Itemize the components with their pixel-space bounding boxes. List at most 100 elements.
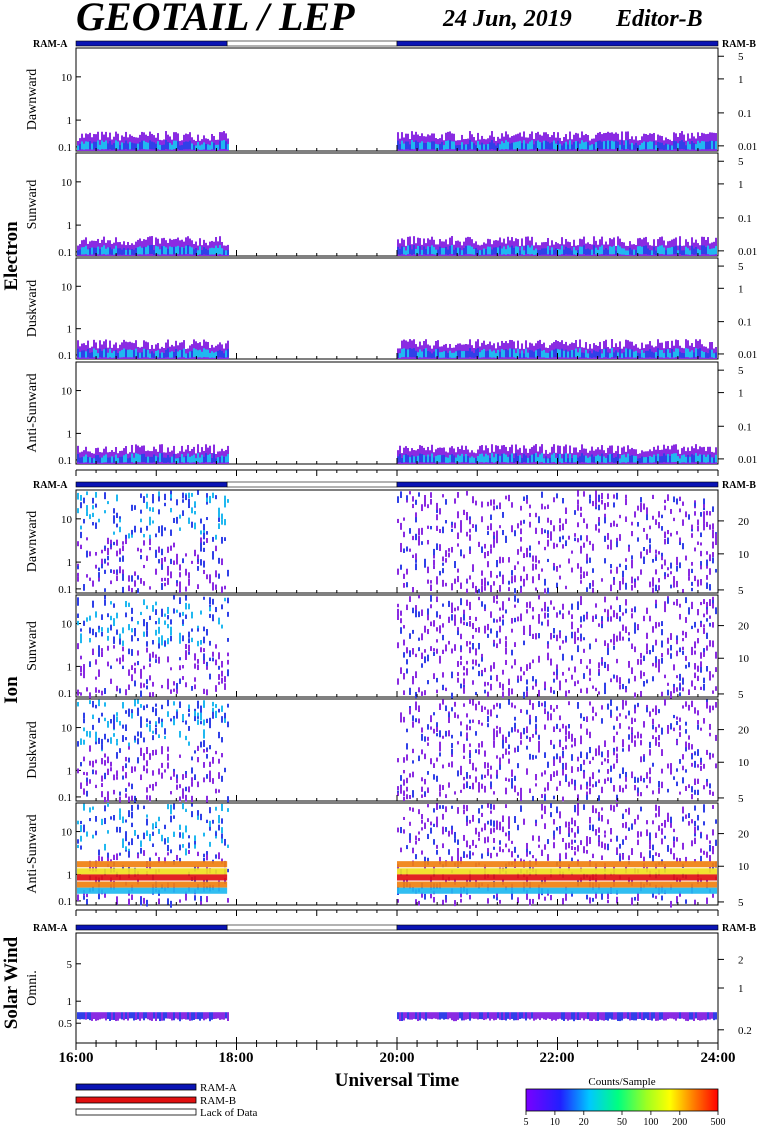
electron-spectrum-core xyxy=(181,454,183,463)
electron-spectrum-core xyxy=(473,352,475,358)
ion-spectrum-pixel xyxy=(101,856,103,862)
ion-spectrum-pixel xyxy=(128,575,130,582)
electron-spectrum-core xyxy=(565,453,567,463)
ion-spectrum-pixel xyxy=(637,505,639,511)
ion-spectrum-pixel xyxy=(559,715,561,721)
ion-spectrum-pixel xyxy=(697,541,699,545)
ion-spectrum-pixel xyxy=(406,794,408,800)
ion-spectrum-pixel xyxy=(137,637,139,642)
ion-spectrum-pixel xyxy=(481,722,483,726)
ion-spectrum-pixel xyxy=(574,785,576,791)
ion-spectrum-pixel xyxy=(122,573,124,581)
ion-spectrum-pixel xyxy=(634,646,636,653)
electron-spectrum-core xyxy=(87,249,89,255)
ion-spectrum-pixel xyxy=(83,497,85,504)
ion-spectrum-pixel xyxy=(460,721,462,726)
electron-spectrum-core xyxy=(713,353,715,358)
electron-spectrum-core xyxy=(487,455,489,463)
ion-spectrum-pixel xyxy=(427,736,429,741)
ion-spectrum-pixel xyxy=(562,671,564,676)
ion-spectrum-pixel xyxy=(649,749,651,756)
ion-spectrum-pixel xyxy=(427,629,429,635)
ion-spectrum-pixel xyxy=(445,558,447,563)
ion-spectrum-pixel xyxy=(137,738,139,745)
ion-spectrum-pixel xyxy=(610,522,612,528)
ion-spectrum-pixel xyxy=(613,735,615,743)
electron-spectrum-core xyxy=(655,145,657,150)
electron-spectrum-core xyxy=(121,456,123,463)
ion-spectrum-pixel xyxy=(203,777,205,783)
ion-spectrum-pixel xyxy=(532,633,534,639)
electron-spectrum-core xyxy=(709,249,711,255)
ion-spectrum-pixel xyxy=(673,686,675,694)
ion-spectrum-pixel xyxy=(514,604,516,608)
ion-spectrum-pixel xyxy=(439,614,441,619)
ion-spectrum-pixel xyxy=(397,642,399,649)
status-bar-gap-electron xyxy=(226,40,398,47)
ion-spectrum-pixel xyxy=(466,668,468,675)
ion-spectrum-pixel xyxy=(502,604,504,611)
ion-spectrum-pixel xyxy=(640,740,642,746)
electron-spectrum-core xyxy=(637,352,639,358)
ion-spectrum-pixel xyxy=(478,785,480,793)
electron-spectrum-core xyxy=(499,144,501,150)
ion-spectrum-pixel xyxy=(655,726,657,733)
electron-spectrum-core xyxy=(101,457,103,463)
ion-spectrum-pixel xyxy=(469,516,471,523)
ion-spectrum-pixel xyxy=(170,635,172,642)
ion-spectrum-pixel xyxy=(667,494,669,501)
ion-spectrum-pixel xyxy=(478,541,480,547)
ion-spectrum-pixel xyxy=(562,723,564,729)
ion-spectrum-pixel xyxy=(487,682,489,686)
ion-spectrum-pixel xyxy=(469,534,471,541)
electron-spectrum-core xyxy=(423,142,425,150)
ion-spectrum-pixel xyxy=(631,717,633,725)
ion-spectrum-pixel xyxy=(577,505,579,511)
electron-spectrum-core xyxy=(635,142,637,150)
ion-spectrum-pixel xyxy=(436,611,438,618)
ion-spectrum-pixel xyxy=(149,795,151,802)
electron-spectrum-core xyxy=(457,247,459,255)
ion-spectrum-pixel xyxy=(508,678,510,686)
ion-spectrum-pixel xyxy=(92,580,94,587)
ion-spectrum-pixel xyxy=(191,628,193,632)
ion-spectrum-pixel xyxy=(104,595,106,600)
ion-spectrum-pixel xyxy=(538,614,540,621)
electron-spectrum-core xyxy=(93,141,95,150)
ion-spectrum-pixel xyxy=(709,554,711,562)
electron-spectrum-core xyxy=(683,250,685,255)
ion-spectrum-pixel xyxy=(685,701,687,707)
ion-spectrum-pixel xyxy=(496,619,498,623)
ion-spectrum-pixel xyxy=(212,536,214,542)
ion-spectrum-pixel xyxy=(170,545,172,551)
ion-spectrum-pixel xyxy=(161,608,163,614)
ion-spectrum-pixel xyxy=(592,772,594,780)
ion-spectrum-pixel xyxy=(691,646,693,654)
ion-spectrum-pixel xyxy=(188,741,190,746)
ion-spectrum-pixel xyxy=(119,796,121,803)
ion-spectrum-pixel xyxy=(191,756,193,761)
ion-spectrum-pixel xyxy=(679,732,681,737)
ion-spectrum-pixel xyxy=(469,549,471,554)
electron-spectrum-core xyxy=(677,456,679,463)
ion-spectrum-pixel xyxy=(505,495,507,500)
ion-spectrum-pixel xyxy=(565,585,567,590)
panel-data-ion-anti-sunward xyxy=(77,803,717,908)
ion-spectrum-pixel xyxy=(547,504,549,509)
ion-spectrum-pixel xyxy=(176,711,178,719)
panel-label-electron-dawnward: Dawnward xyxy=(25,69,40,130)
ion-spectrum-pixel xyxy=(526,550,528,558)
ion-spectrum-pixel xyxy=(95,564,97,569)
ion-spectrum-pixel xyxy=(209,606,211,612)
ion-spectrum-pixel xyxy=(200,721,202,725)
ion-spectrum-pixel xyxy=(586,613,588,620)
ion-spectrum-pixel xyxy=(475,587,477,594)
electron-spectrum-core xyxy=(465,245,467,255)
ion-spectrum-pixel xyxy=(643,680,645,687)
electron-spectrum-core xyxy=(673,140,675,150)
ion-spectrum-pixel xyxy=(697,789,699,796)
electron-spectrum-core xyxy=(141,352,143,358)
electron-spectrum-core xyxy=(87,457,89,463)
ion-spectrum-pixel xyxy=(526,735,528,739)
electron-spectrum-core xyxy=(109,457,111,463)
